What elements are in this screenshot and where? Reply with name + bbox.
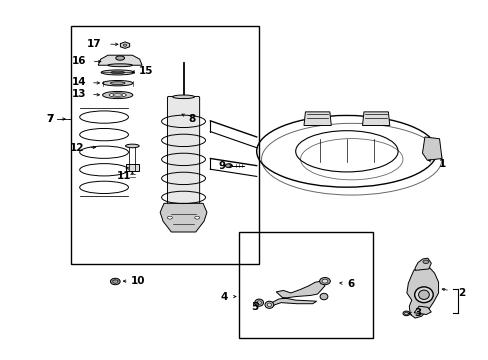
Ellipse shape <box>123 44 126 46</box>
Ellipse shape <box>418 290 428 300</box>
Ellipse shape <box>102 81 133 86</box>
Ellipse shape <box>101 70 134 75</box>
Ellipse shape <box>113 280 118 283</box>
Text: 7: 7 <box>46 114 53 124</box>
Ellipse shape <box>322 279 327 283</box>
Polygon shape <box>304 112 330 126</box>
Ellipse shape <box>109 93 126 97</box>
Text: 11: 11 <box>117 171 131 181</box>
Ellipse shape <box>256 301 261 305</box>
Text: 14: 14 <box>71 77 86 87</box>
Ellipse shape <box>110 82 125 85</box>
Ellipse shape <box>422 260 428 264</box>
Ellipse shape <box>225 164 232 168</box>
Ellipse shape <box>404 312 407 315</box>
Ellipse shape <box>254 299 263 306</box>
Text: 1: 1 <box>437 159 445 169</box>
Bar <box>125 164 139 171</box>
Ellipse shape <box>194 216 199 219</box>
Text: 5: 5 <box>251 302 258 312</box>
Ellipse shape <box>111 71 124 74</box>
Ellipse shape <box>319 278 330 285</box>
Ellipse shape <box>102 91 133 99</box>
Ellipse shape <box>402 311 409 316</box>
Text: 10: 10 <box>131 276 145 286</box>
Text: 17: 17 <box>87 39 102 49</box>
Ellipse shape <box>264 301 273 309</box>
Ellipse shape <box>320 293 327 300</box>
Polygon shape <box>98 55 142 65</box>
Text: 16: 16 <box>71 56 86 66</box>
Ellipse shape <box>125 144 139 148</box>
FancyBboxPatch shape <box>167 96 199 204</box>
Ellipse shape <box>113 94 122 96</box>
Ellipse shape <box>167 216 172 219</box>
Text: 15: 15 <box>139 66 153 76</box>
Text: 9: 9 <box>219 161 225 171</box>
Bar <box>71 26 259 264</box>
Text: 2: 2 <box>457 288 464 298</box>
Polygon shape <box>120 42 129 48</box>
Polygon shape <box>160 203 206 232</box>
Polygon shape <box>422 137 441 160</box>
Text: 12: 12 <box>70 143 84 153</box>
Ellipse shape <box>266 303 271 307</box>
Ellipse shape <box>414 287 432 303</box>
Ellipse shape <box>108 64 132 67</box>
Ellipse shape <box>110 278 120 285</box>
Bar <box>238 232 372 338</box>
Ellipse shape <box>116 56 124 60</box>
Ellipse shape <box>172 95 194 99</box>
Text: 7: 7 <box>46 114 53 124</box>
Polygon shape <box>414 258 430 270</box>
Polygon shape <box>406 268 438 318</box>
Text: 4: 4 <box>220 292 227 302</box>
Text: 8: 8 <box>188 114 196 124</box>
Text: 13: 13 <box>71 89 86 99</box>
Polygon shape <box>267 281 325 307</box>
Text: 3: 3 <box>413 309 420 318</box>
Polygon shape <box>413 306 430 315</box>
Text: 6: 6 <box>346 279 354 289</box>
Polygon shape <box>362 112 389 126</box>
